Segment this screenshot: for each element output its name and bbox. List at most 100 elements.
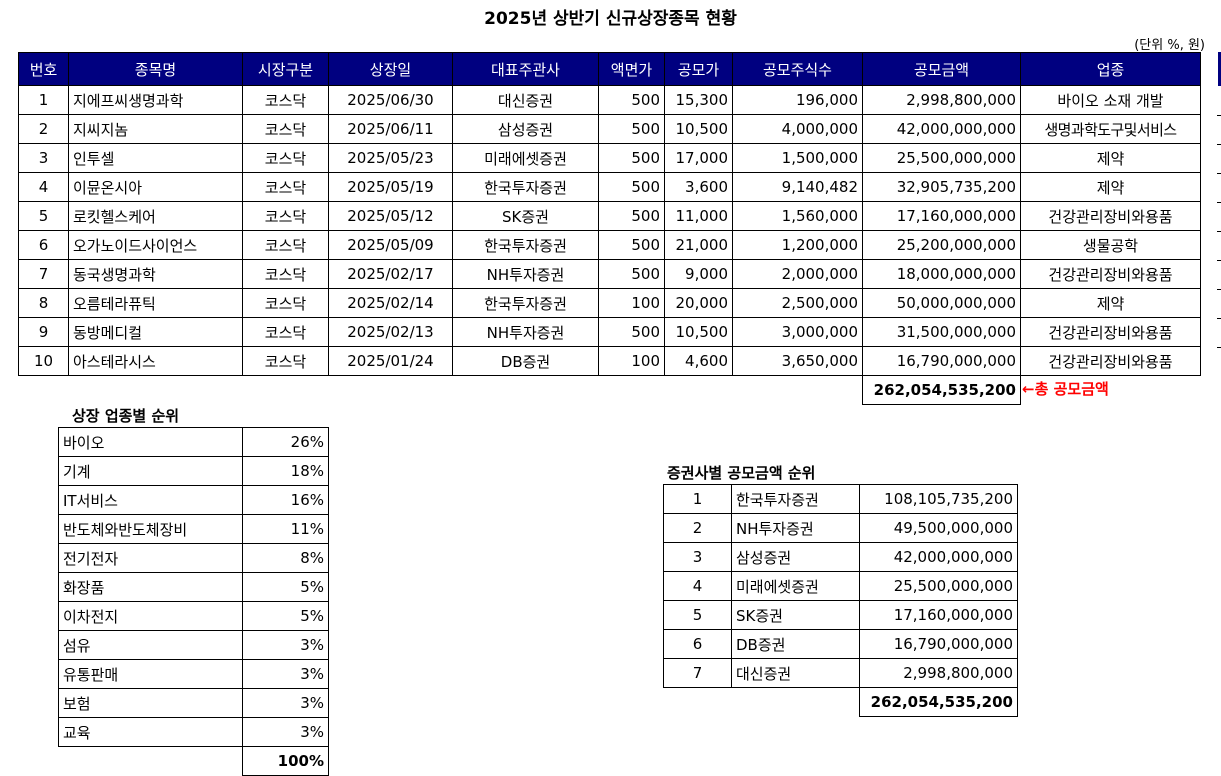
cell-market[interactable]: 코스닥 <box>242 201 329 231</box>
cell-amount[interactable]: 108,105,735,200 <box>859 484 1018 514</box>
cell-underwriter[interactable]: NH투자증권 <box>452 259 599 289</box>
cell-underwriter[interactable]: NH투자증권 <box>452 317 599 347</box>
cell-date[interactable]: 2025/05/23 <box>328 143 453 173</box>
cell-rank[interactable]: 5 <box>663 600 732 630</box>
cell-amount[interactable]: 42,000,000,000 <box>862 114 1021 144</box>
cell-shares[interactable]: 3,000,000 <box>732 317 863 347</box>
cell-no[interactable]: 10 <box>18 346 69 376</box>
cell-date[interactable]: 2025/06/30 <box>328 85 453 115</box>
cell-name[interactable]: 동국생명과학 <box>68 259 243 289</box>
cell-pct[interactable]: 3% <box>242 688 329 718</box>
cell-date[interactable]: 2025/05/19 <box>328 172 453 202</box>
cell-shares[interactable]: 9,140,482 <box>732 172 863 202</box>
cell-par[interactable]: 500 <box>598 230 665 260</box>
cell-date[interactable]: 2025/05/12 <box>328 201 453 231</box>
cell-market[interactable]: 코스닥 <box>242 172 329 202</box>
cell-par[interactable]: 500 <box>598 114 665 144</box>
cell-sector[interactable]: 이차전지 <box>58 601 243 631</box>
cell-market[interactable]: 코스닥 <box>242 85 329 115</box>
cell-date[interactable]: 2025/01/24 <box>328 346 453 376</box>
cell-shares[interactable]: 2,000,000 <box>732 259 863 289</box>
header-no[interactable]: 번호 <box>18 52 69 86</box>
cell-amount[interactable]: 18,000,000,000 <box>862 259 1021 289</box>
cell-market[interactable]: 코스닥 <box>242 288 329 318</box>
cell-par[interactable]: 500 <box>598 85 665 115</box>
cell-name[interactable]: 지에프씨생명과학 <box>68 85 243 115</box>
cell-rank[interactable]: 4 <box>663 571 732 601</box>
cell-rank[interactable]: 6 <box>663 629 732 659</box>
cell-pct[interactable]: 3% <box>242 659 329 689</box>
cell-shares[interactable]: 196,000 <box>732 85 863 115</box>
header-name[interactable]: 종목명 <box>68 52 243 86</box>
cell-par[interactable]: 500 <box>598 317 665 347</box>
cell-par[interactable]: 500 <box>598 143 665 173</box>
cell-sector[interactable]: 제약 <box>1020 288 1201 318</box>
cell-rank[interactable]: 2 <box>663 513 732 543</box>
cell-amount[interactable]: 42,000,000,000 <box>859 542 1018 572</box>
cell-par[interactable]: 500 <box>598 259 665 289</box>
broker-total-cell[interactable]: 262,054,535,200 <box>859 687 1018 717</box>
cell-market[interactable]: 코스닥 <box>242 114 329 144</box>
cell-price[interactable]: 10,500 <box>664 317 733 347</box>
cell-underwriter[interactable]: 미래에셋증권 <box>452 143 599 173</box>
cell-par[interactable]: 100 <box>598 346 665 376</box>
cell-sector[interactable]: IT서비스 <box>58 485 243 515</box>
cell-no[interactable]: 2 <box>18 114 69 144</box>
cell-amount[interactable]: 17,160,000,000 <box>862 201 1021 231</box>
cell-sector[interactable]: 반도체와반도체장비 <box>58 514 243 544</box>
cell-shares[interactable]: 3,650,000 <box>732 346 863 376</box>
sector-total-cell[interactable]: 100% <box>242 746 329 776</box>
cell-price[interactable]: 3,600 <box>664 172 733 202</box>
cell-underwriter[interactable]: 한국투자증권 <box>452 172 599 202</box>
cell-date[interactable]: 2025/02/17 <box>328 259 453 289</box>
cell-broker[interactable]: 미래에셋증권 <box>731 571 860 601</box>
cell-rank[interactable]: 3 <box>663 542 732 572</box>
cell-broker[interactable]: 한국투자증권 <box>731 484 860 514</box>
cell-price[interactable]: 17,000 <box>664 143 733 173</box>
cell-amount[interactable]: 17,160,000,000 <box>859 600 1018 630</box>
cell-date[interactable]: 2025/06/11 <box>328 114 453 144</box>
cell-sector[interactable]: 유통판매 <box>58 659 243 689</box>
cell-amount[interactable]: 16,790,000,000 <box>862 346 1021 376</box>
cell-pct[interactable]: 3% <box>242 717 329 747</box>
cell-no[interactable]: 6 <box>18 230 69 260</box>
cell-sector[interactable]: 바이오 <box>58 427 243 457</box>
cell-sector[interactable]: 건강관리장비와용품 <box>1020 317 1201 347</box>
cell-amount[interactable]: 31,500,000,000 <box>862 317 1021 347</box>
cell-name[interactable]: 아스테라시스 <box>68 346 243 376</box>
header-price[interactable]: 공모가 <box>664 52 733 86</box>
cell-shares[interactable]: 1,500,000 <box>732 143 863 173</box>
cell-amount[interactable]: 25,200,000,000 <box>862 230 1021 260</box>
cell-market[interactable]: 코스닥 <box>242 143 329 173</box>
cell-price[interactable]: 20,000 <box>664 288 733 318</box>
header-amount[interactable]: 공모금액 <box>862 52 1021 86</box>
cell-broker[interactable]: 삼성증권 <box>731 542 860 572</box>
cell-sector[interactable]: 건강관리장비와용품 <box>1020 259 1201 289</box>
cell-date[interactable]: 2025/02/13 <box>328 317 453 347</box>
cell-price[interactable]: 21,000 <box>664 230 733 260</box>
cell-no[interactable]: 8 <box>18 288 69 318</box>
cell-par[interactable]: 100 <box>598 288 665 318</box>
cell-pct[interactable]: 18% <box>242 456 329 486</box>
cell-shares[interactable]: 2,500,000 <box>732 288 863 318</box>
cell-date[interactable]: 2025/02/14 <box>328 288 453 318</box>
cell-sector[interactable]: 전기전자 <box>58 543 243 573</box>
total-amount-cell[interactable]: 262,054,535,200 <box>862 375 1021 405</box>
cell-price[interactable]: 15,300 <box>664 85 733 115</box>
cell-pct[interactable]: 8% <box>242 543 329 573</box>
cell-name[interactable]: 오가노이드사이언스 <box>68 230 243 260</box>
cell-pct[interactable]: 3% <box>242 630 329 660</box>
cell-pct[interactable]: 5% <box>242 572 329 602</box>
cell-date[interactable]: 2025/05/09 <box>328 230 453 260</box>
cell-broker[interactable]: SK증권 <box>731 600 860 630</box>
cell-shares[interactable]: 1,560,000 <box>732 201 863 231</box>
cell-sector[interactable]: 화장품 <box>58 572 243 602</box>
cell-amount[interactable]: 32,905,735,200 <box>862 172 1021 202</box>
cell-amount[interactable]: 25,500,000,000 <box>859 571 1018 601</box>
header-shares[interactable]: 공모주식수 <box>732 52 863 86</box>
cell-underwriter[interactable]: 한국투자증권 <box>452 230 599 260</box>
cell-underwriter[interactable]: 대신증권 <box>452 85 599 115</box>
cell-name[interactable]: 오름테라퓨틱 <box>68 288 243 318</box>
cell-pct[interactable]: 11% <box>242 514 329 544</box>
cell-no[interactable]: 3 <box>18 143 69 173</box>
